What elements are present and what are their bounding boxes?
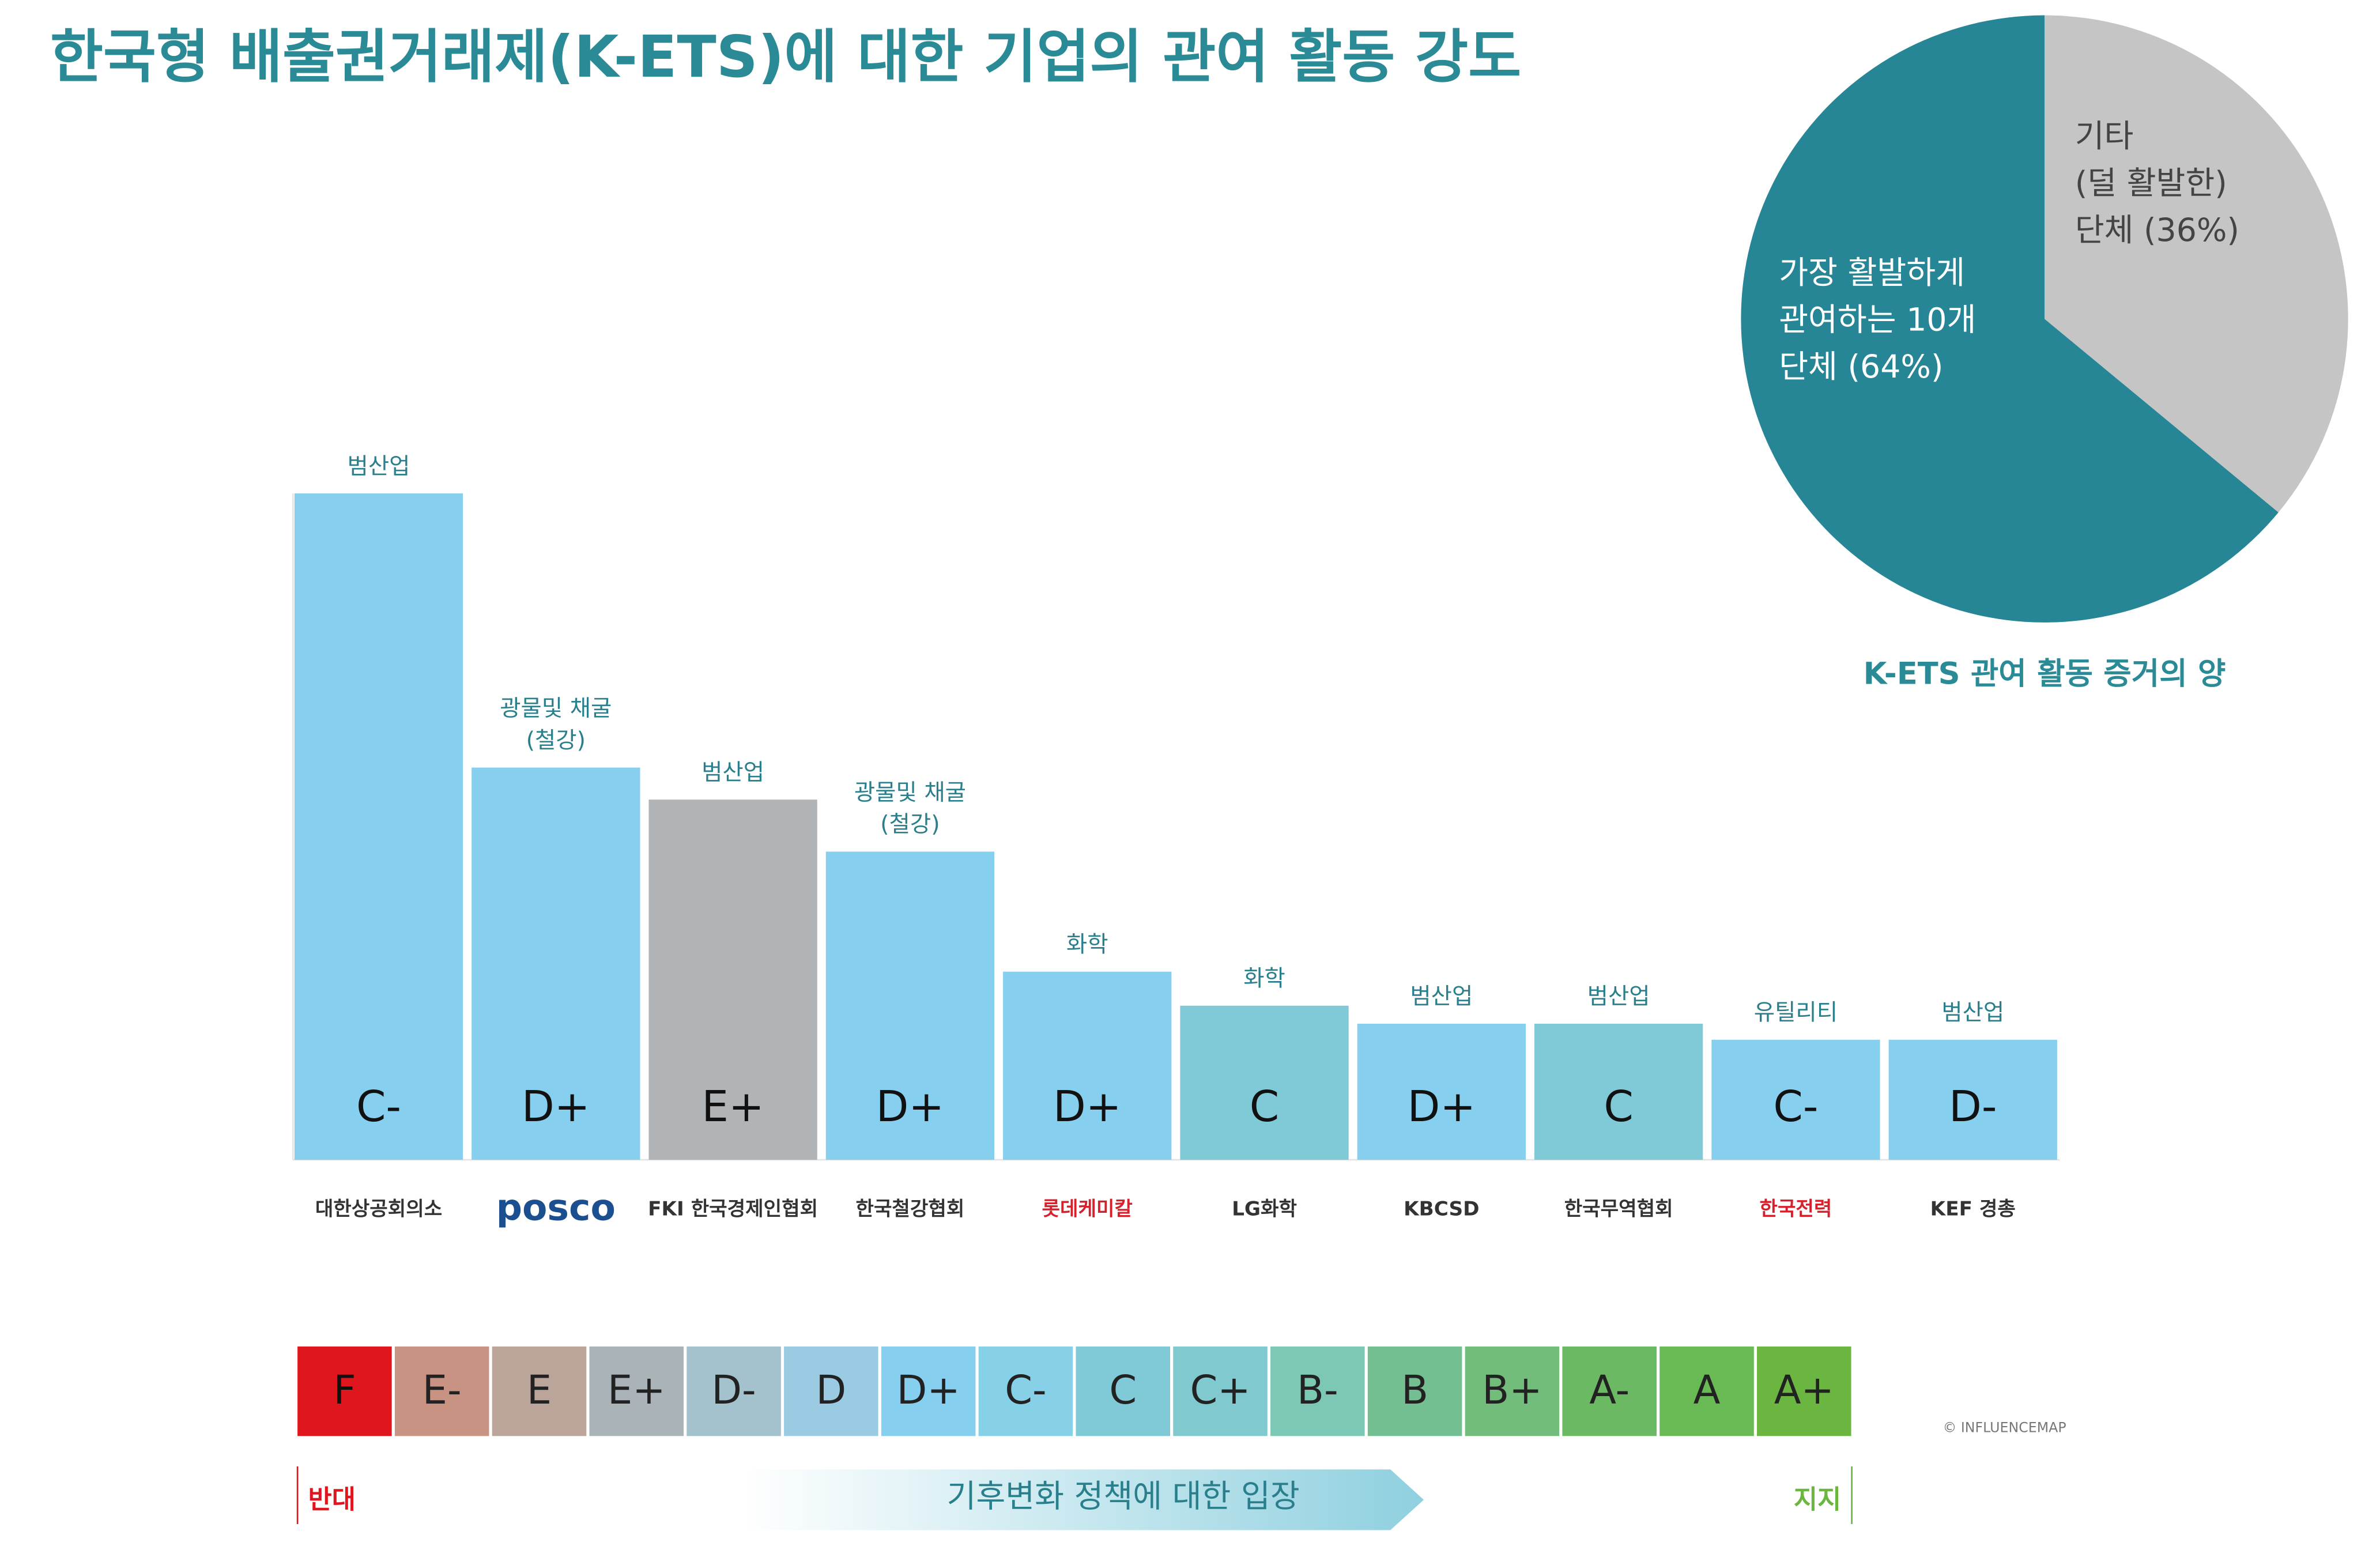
scale-cell	[1465, 1346, 1560, 1436]
pie-label: 가장 활발하게	[1779, 255, 1965, 292]
scale-cell	[1270, 1346, 1365, 1436]
pie-slice	[1741, 15, 2279, 623]
scale-grade: C	[1109, 1367, 1137, 1413]
grade-label: D+	[522, 1083, 590, 1132]
grade-label: D+	[876, 1083, 945, 1132]
pie-label: 단체 (36%)	[2075, 212, 2239, 249]
bar	[1003, 971, 1172, 1160]
bar	[294, 493, 463, 1160]
pie-label: (덜 활발한)	[2075, 165, 2227, 202]
org-label: 한국무역협회	[1564, 1197, 1673, 1220]
pie-label: 기타	[2075, 118, 2134, 155]
scale-grade: F	[333, 1367, 356, 1413]
sector-label: (철강)	[526, 727, 586, 753]
credit: © INFLUENCEMAP	[1943, 1420, 2066, 1436]
scale-grade: C+	[1190, 1367, 1250, 1413]
sector-label: 화학	[1243, 965, 1285, 991]
scale-cell	[881, 1346, 976, 1436]
pie-label: 관여하는 10개	[1779, 302, 1976, 339]
scale-cell	[297, 1346, 392, 1436]
bar	[825, 851, 995, 1160]
org-label: KEF 경총	[1930, 1197, 2016, 1220]
scale-cell	[1757, 1346, 1851, 1436]
sector-label: 유틸리티	[1754, 999, 1838, 1025]
sector-label: 범산업	[701, 759, 764, 786]
sector-label: 범산업	[1941, 999, 2004, 1025]
org-label: KBCSD	[1404, 1197, 1479, 1220]
grade-label: C	[1604, 1083, 1633, 1132]
scale-cell	[394, 1346, 489, 1436]
scale-grade: A-	[1589, 1367, 1630, 1413]
grade-label: C-	[356, 1083, 401, 1132]
scale-grade: E+	[608, 1367, 666, 1413]
grade-label: D-	[1949, 1083, 1997, 1132]
scale-cell	[1173, 1346, 1268, 1436]
scale-grade: D-	[711, 1367, 756, 1413]
org-label: FKI 한국경제인협회	[648, 1197, 818, 1220]
bar	[1711, 1039, 1880, 1160]
pie-label: 단체 (64%)	[1779, 349, 1943, 386]
sector-label: 범산업	[348, 453, 410, 480]
grade-label: D+	[1053, 1083, 1122, 1132]
grade-label: D+	[1408, 1083, 1476, 1132]
scale-cell	[784, 1346, 878, 1436]
position-arrow	[744, 1469, 1424, 1530]
bar	[1534, 1023, 1703, 1160]
sector-label: 광물및 채굴	[854, 779, 966, 806]
chart-title: 한국형 배출권거래제(K-ETS)에 대한 기업의 관여 활동 강도	[50, 23, 1521, 90]
scale-cell	[492, 1346, 587, 1436]
scale-grade: A	[1693, 1367, 1721, 1413]
org-label: LG화학	[1232, 1197, 1297, 1220]
scale-grade: E	[527, 1367, 552, 1413]
bar	[648, 799, 817, 1160]
org-label: 한국전력	[1759, 1197, 1832, 1220]
scale-cell	[589, 1346, 684, 1436]
axis-label: 기후변화 정책에 대한 입장	[947, 1478, 1300, 1515]
scale-grade: D+	[897, 1367, 960, 1413]
org-label: posco	[496, 1186, 616, 1229]
org-label: 롯데케미칼	[1042, 1197, 1133, 1220]
scale-cell	[1076, 1346, 1171, 1436]
scale-cell	[1562, 1346, 1657, 1436]
left-label: 반대	[308, 1484, 356, 1515]
sector-label: 범산업	[1587, 983, 1650, 1010]
scale-grade: B+	[1482, 1367, 1542, 1413]
sector-label: 광물및 채굴	[500, 695, 612, 722]
sector-label: 화학	[1066, 931, 1108, 957]
pie-slice	[2045, 15, 2348, 512]
bar	[1180, 1005, 1349, 1160]
scale-grade: D	[816, 1367, 846, 1413]
scale-grade: E-	[423, 1367, 462, 1413]
scale-grade: B-	[1297, 1367, 1338, 1413]
scale-cell	[687, 1346, 781, 1436]
scale-cell	[978, 1346, 1073, 1436]
grade-label: C	[1250, 1083, 1279, 1132]
scale-grade: A+	[1774, 1367, 1834, 1413]
pie-title: K-ETS 관여 활동 증거의 양	[1864, 657, 2226, 692]
sector-label: (철강)	[880, 811, 940, 838]
org-label: 한국철강협회	[855, 1197, 964, 1220]
bar	[1888, 1039, 2057, 1160]
scale-cell	[1367, 1346, 1462, 1436]
scale-cell	[1659, 1346, 1754, 1436]
sector-label: 범산업	[1410, 983, 1473, 1010]
bar	[1357, 1023, 1526, 1160]
org-label: 대한상공회의소	[315, 1197, 442, 1220]
grade-label: C-	[1773, 1083, 1818, 1132]
bar	[472, 767, 640, 1160]
scale-grade: C-	[1005, 1367, 1047, 1413]
scale-grade: B	[1401, 1367, 1428, 1413]
right-label: 지지	[1794, 1484, 1841, 1515]
grade-label: E+	[701, 1083, 764, 1132]
